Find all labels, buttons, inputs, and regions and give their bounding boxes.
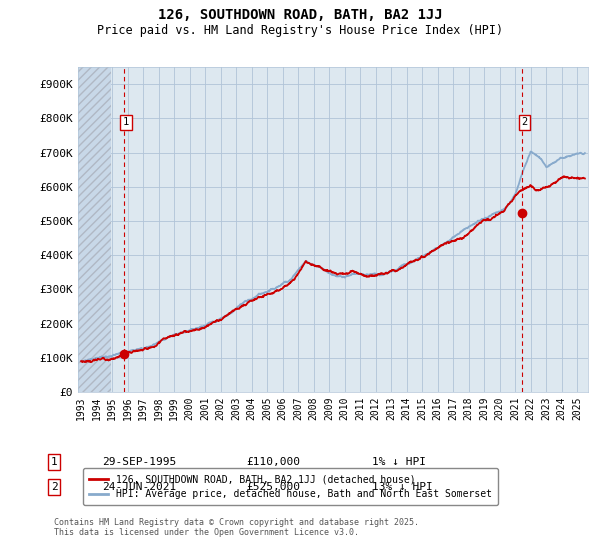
Text: 1: 1 [123,118,129,128]
Text: £110,000: £110,000 [246,457,300,467]
Legend: 126, SOUTHDOWN ROAD, BATH, BA2 1JJ (detached house), HPI: Average price, detache: 126, SOUTHDOWN ROAD, BATH, BA2 1JJ (deta… [83,468,498,505]
Text: 1% ↓ HPI: 1% ↓ HPI [372,457,426,467]
Text: 1: 1 [50,457,58,467]
Text: Contains HM Land Registry data © Crown copyright and database right 2025.
This d: Contains HM Land Registry data © Crown c… [54,518,419,538]
Text: 2: 2 [50,482,58,492]
Text: 29-SEP-1995: 29-SEP-1995 [102,457,176,467]
Bar [78,67,110,392]
Text: 126, SOUTHDOWN ROAD, BATH, BA2 1JJ: 126, SOUTHDOWN ROAD, BATH, BA2 1JJ [158,8,442,22]
Text: 2: 2 [521,118,528,128]
Text: Price paid vs. HM Land Registry's House Price Index (HPI): Price paid vs. HM Land Registry's House … [97,24,503,36]
Text: £525,000: £525,000 [246,482,300,492]
Text: 24-JUN-2021: 24-JUN-2021 [102,482,176,492]
Text: 13% ↓ HPI: 13% ↓ HPI [372,482,433,492]
